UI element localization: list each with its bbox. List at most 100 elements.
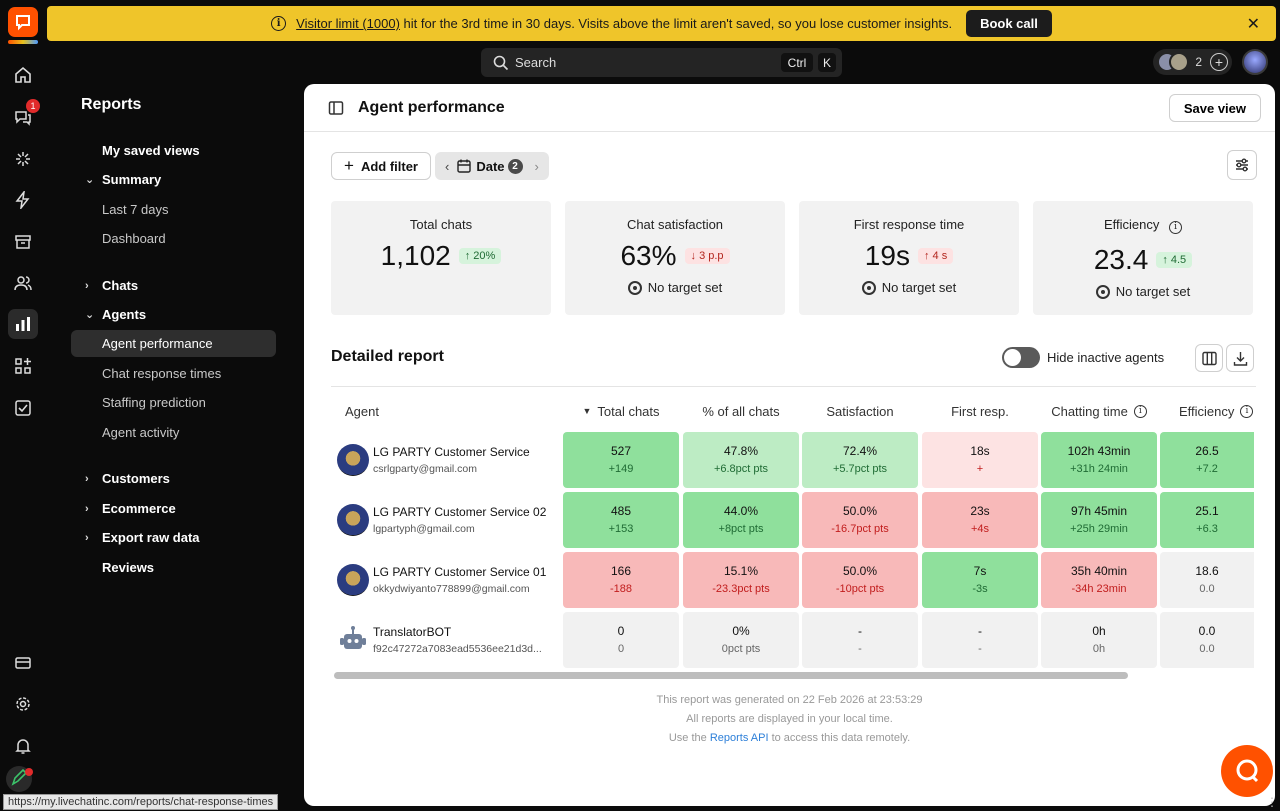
sidebar-item-export-raw-data[interactable]: › Export raw data [71,524,276,551]
archives-icon[interactable] [8,227,38,257]
reports-api-link[interactable]: Reports API [709,732,769,744]
metric-cell: 50.0% -16.7pct pts [802,492,918,548]
cell-value: 35h 40min [1070,564,1128,578]
col-efficiency[interactable]: Efficiency i [1160,402,1275,420]
api-note: Use the Reports API to access this data … [304,732,1275,744]
sidebar-toggle-icon[interactable] [328,100,344,116]
cell-delta: 0 [617,643,625,655]
sidebar-item-staffing-prediction[interactable]: Staffing prediction [71,389,276,416]
kpi-first-response-time[interactable]: First response time 19s ↑ 4 s No target … [799,201,1019,315]
table-row[interactable]: LG PARTY Customer Service 02 lgpartyph@gm… [331,492,1275,548]
info-icon[interactable]: i [1169,220,1183,234]
sidebar-item-label: Agents [102,307,147,322]
livechat-logo-icon[interactable] [8,7,38,37]
table-row[interactable]: TranslatorBOT f92c47272a7083ead5536ee21d3… [331,612,1275,668]
kpi-chat-satisfaction[interactable]: Chat satisfaction 63% ↓ 3 p.p No target … [565,201,785,315]
sidebar-item-agent-activity[interactable]: Agent activity [71,419,276,446]
sidebar-item-my-saved-views[interactable]: My saved views [71,137,276,164]
chat-widget-button[interactable] [1221,745,1273,797]
download-button[interactable] [1226,344,1254,372]
sidebar-item-ecommerce[interactable]: › Ecommerce [71,495,276,522]
metric-cell: 7s -3s [922,552,1038,608]
kpi-delta: ↑ 20% [458,248,502,264]
sidebar-item-agent-performance[interactable]: Agent performance [71,330,276,357]
col-total-chats[interactable]: ▼ Total chats [563,402,679,420]
api-note-suffix: to access this data remotely. [768,732,911,744]
info-icon[interactable]: i [1240,404,1254,418]
apps-icon[interactable] [8,351,38,381]
col-agent[interactable]: Agent [345,403,379,419]
kpi-target[interactable]: No target set [565,280,785,295]
settings-gear-icon[interactable] [8,689,38,719]
divider [331,386,1256,387]
user-status-avatar[interactable] [4,764,34,794]
cell-delta: -16.7pct pts [831,523,889,535]
reports-icon[interactable] [8,309,38,339]
sidebar-item-chat-response-times[interactable]: Chat response times [71,360,276,387]
chevron-left-icon[interactable]: ‹ [445,158,450,174]
tasks-icon[interactable] [8,393,38,423]
kpi-delta: ↑ 4.5 [1156,252,1193,268]
columns-button[interactable] [1195,344,1223,372]
sidebar-item-agents[interactable]: ⌄ Agents [71,301,276,328]
sidebar-item-label: Chats [102,278,139,293]
visitor-limit-link[interactable]: Visitor limit (1000) [296,16,400,31]
sidebar-item-dashboard[interactable]: Dashboard [71,225,276,252]
horizontal-scrollbar[interactable] [334,672,1128,679]
hide-inactive-toggle[interactable]: Hide inactive agents [1002,347,1164,368]
home-icon[interactable] [8,60,38,90]
kpi-target[interactable]: No target set [1033,284,1253,299]
add-filter-button[interactable]: + Add filter [331,152,431,180]
kpi-value: 63% [620,240,677,271]
more-icon[interactable]: ⋮ [1266,795,1278,809]
col-first-response[interactable]: First resp. [951,403,1009,419]
toggle-switch[interactable] [1002,347,1040,368]
add-agent-icon[interactable]: + [1210,53,1228,71]
col-share[interactable]: % of all chats [702,403,780,419]
chevron-right-icon[interactable]: › [534,158,539,174]
cell-value: 50.0% [842,564,878,578]
date-filter-chip[interactable]: ‹ Date 2 › [435,152,549,180]
chats-icon[interactable] [8,102,38,132]
sliders-icon [1236,158,1248,172]
kpi-efficiency[interactable]: Efficiency i 23.4 ↑ 4.5 No target set [1033,201,1253,315]
user-avatar[interactable] [1242,49,1268,75]
cell-value: 485 [610,504,632,518]
kpi-target-label: No target set [647,280,723,295]
col-label: Total chats [597,403,660,419]
cell-delta: +7.2 [1196,463,1218,475]
table-row[interactable]: LG PARTY Customer Service csrlgparty@gmai… [331,432,1275,488]
team-avatars[interactable]: 2 + [1153,49,1232,75]
info-icon[interactable]: i [1133,404,1147,418]
agent-cell: LG PARTY Customer Service 02 lgpartyph@gm… [337,492,557,548]
billing-icon[interactable] [8,648,38,678]
table-row[interactable]: LG PARTY Customer Service 01 okkydwiyanto… [331,552,1275,608]
col-satisfaction[interactable]: Satisfaction [826,403,894,419]
metric-cell: 0.0 0.0 [1160,612,1254,668]
notifications-bell-icon[interactable] [8,731,38,761]
cell-delta: 0.0 [1199,643,1215,655]
book-call-button[interactable]: Book call [966,10,1052,37]
cell-value: 0 [617,624,625,638]
close-icon[interactable]: ✕ [1246,16,1260,33]
agent-email: csrlgparty@gmail.com [373,463,478,475]
metric-cell: 166 -188 [563,552,679,608]
kpi-target[interactable]: No target set [799,280,1019,295]
kpi-delta: ↑ 4 s [917,248,954,264]
sidebar-item-customers[interactable]: › Customers [71,465,276,492]
traffic-icon[interactable] [8,144,38,174]
customers-icon[interactable] [8,268,38,298]
sidebar-item-chats[interactable]: › Chats [71,272,276,299]
sidebar-item-last-7-days[interactable]: Last 7 days [71,196,276,223]
save-view-button[interactable]: Save view [1168,94,1261,122]
sidebar-item-reviews[interactable]: Reviews [71,554,276,581]
search-input[interactable]: Search Ctrl K [481,48,842,77]
sidebar-item-summary[interactable]: ⌄ Summary [71,166,276,193]
kpi-label: Chat satisfaction [626,217,724,232]
kpi-total-chats[interactable]: Total chats 1,102 ↑ 20% [331,201,551,315]
report-settings-button[interactable] [1227,150,1257,180]
col-chatting-time[interactable]: Chatting time i [1041,402,1157,420]
api-note-prefix: Use the [668,732,710,744]
col-label: Chatting time [1051,403,1128,419]
automation-icon[interactable] [8,185,38,215]
